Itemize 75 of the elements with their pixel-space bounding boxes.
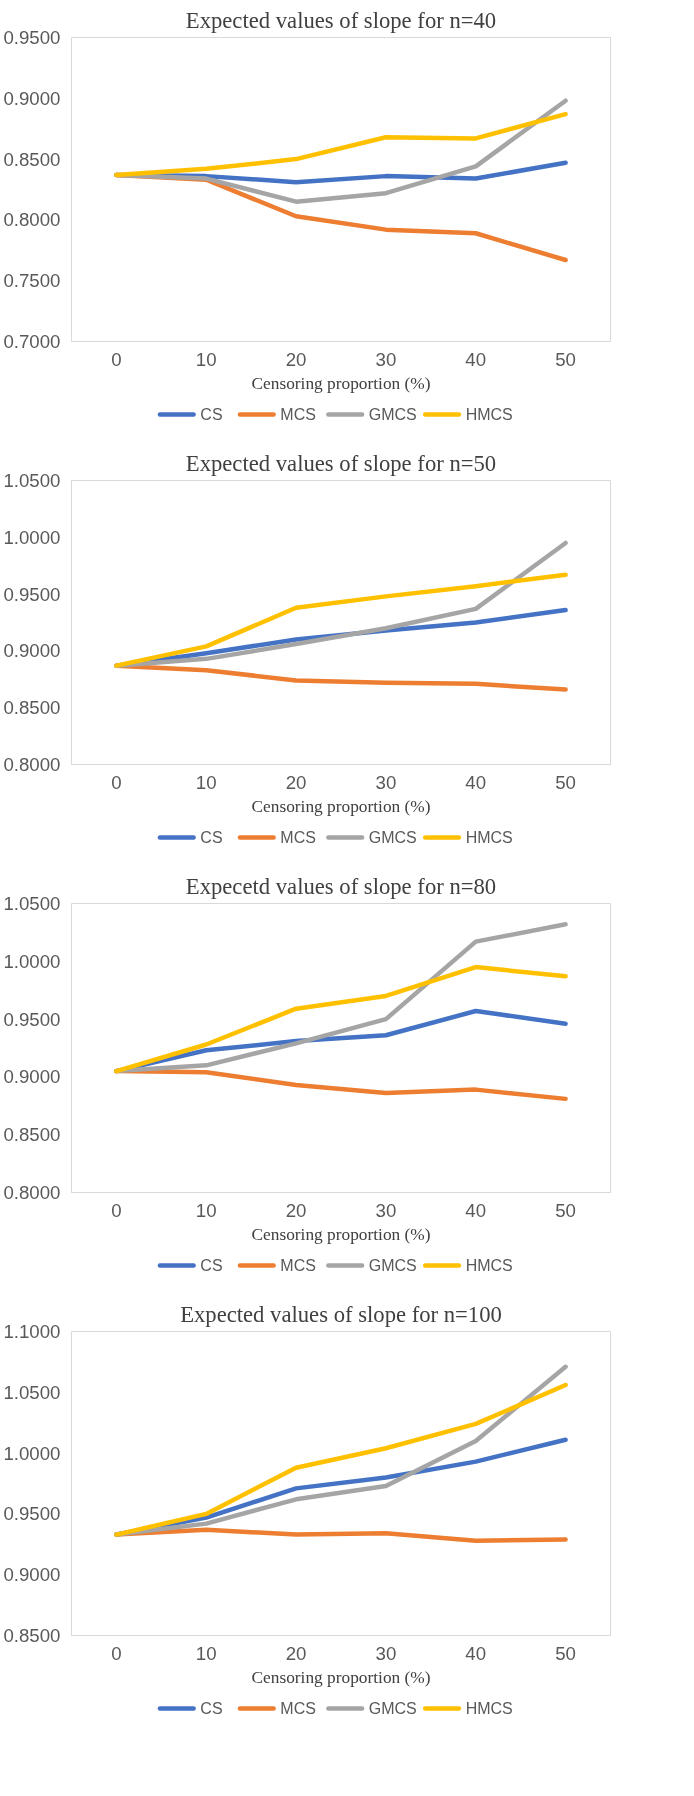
legend-label: HMCS	[465, 406, 513, 423]
x-tick-label: 50	[555, 1199, 576, 1221]
x-tick-label: 40	[465, 1199, 487, 1221]
y-tick-label: 0.9000	[3, 1066, 61, 1088]
y-tick-label: 0.8500	[3, 1124, 61, 1146]
chart-title: Expected values of slope for n=100	[180, 1301, 502, 1327]
y-tick-label: 0.7500	[3, 270, 61, 292]
legend-label: HMCS	[465, 829, 513, 846]
legend-label: MCS	[280, 1257, 316, 1274]
y-tick-label: 0.8000	[3, 209, 61, 231]
x-tick-label: 50	[555, 1642, 576, 1664]
line-series	[114, 964, 568, 1074]
legend-label: MCS	[280, 406, 316, 423]
x-tick-label: 40	[465, 348, 487, 370]
y-tick-label: 1.0000	[3, 1442, 61, 1464]
legend-label: HMCS	[465, 1257, 513, 1274]
chart-title: Expected values of slope for n=40	[185, 7, 497, 33]
legend-label: CS	[200, 406, 223, 423]
legend-label: MCS	[280, 1700, 316, 1717]
x-tick-label: 30	[375, 1199, 397, 1221]
y-tick-label: 0.8500	[3, 148, 61, 170]
x-tick-label: 20	[285, 1199, 307, 1221]
x-axis-title: Censoring proportion (%)	[251, 1667, 431, 1687]
x-tick-label: 40	[465, 1642, 487, 1664]
x-tick-label: 10	[195, 771, 217, 793]
legend-label: MCS	[280, 829, 316, 846]
y-tick-label: 1.0000	[3, 950, 61, 972]
x-tick-label: 0	[111, 1642, 122, 1664]
y-tick-label: 1.1000	[3, 1321, 61, 1342]
chart-title: Expecetd values of slope for n=80	[185, 873, 497, 899]
y-tick-label: 0.9000	[3, 640, 61, 662]
x-tick-label: 20	[285, 771, 307, 793]
chart-title: Expected values of slope for n=50	[185, 450, 497, 476]
y-tick-label: 0.9500	[3, 1503, 61, 1525]
y-tick-label: 0.8000	[3, 1182, 61, 1203]
y-tick-label: 1.0500	[3, 470, 61, 491]
legend-label: GMCS	[368, 406, 417, 423]
x-tick-label: 30	[375, 348, 397, 370]
x-tick-label: 30	[375, 1642, 397, 1664]
legend-label: CS	[200, 1257, 223, 1274]
legend-label: HMCS	[465, 1700, 513, 1717]
x-tick-label: 50	[555, 348, 576, 370]
y-tick-label: 0.9000	[3, 87, 61, 109]
legend-label: CS	[200, 1700, 223, 1717]
y-tick-label: 0.8500	[3, 1625, 61, 1646]
legend-label: GMCS	[368, 1257, 417, 1274]
line-series	[114, 572, 568, 668]
x-axis-title: Censoring proportion (%)	[251, 796, 431, 816]
y-tick-label: 1.0000	[3, 526, 61, 548]
x-tick-label: 10	[195, 1199, 217, 1221]
x-tick-label: 0	[111, 348, 122, 370]
x-tick-label: 20	[285, 1642, 307, 1664]
line-series	[114, 111, 568, 178]
x-tick-label: 30	[375, 771, 397, 793]
x-tick-label: 10	[195, 1642, 217, 1664]
x-tick-label: 0	[111, 1199, 122, 1221]
legend-label: CS	[200, 829, 223, 846]
y-tick-label: 0.9500	[3, 27, 61, 48]
y-tick-label: 0.8500	[3, 697, 61, 719]
legend-label: GMCS	[368, 829, 417, 846]
legend-label: GMCS	[368, 1700, 417, 1717]
y-tick-label: 0.9500	[3, 583, 61, 605]
y-tick-label: 1.0500	[3, 893, 61, 914]
y-tick-label: 0.9000	[3, 1564, 61, 1586]
x-tick-label: 10	[195, 348, 217, 370]
y-tick-label: 1.0500	[3, 1381, 61, 1403]
x-tick-label: 20	[285, 348, 307, 370]
y-tick-label: 0.9500	[3, 1008, 61, 1030]
x-axis-title: Censoring proportion (%)	[251, 1224, 431, 1244]
x-tick-label: 40	[465, 771, 487, 793]
y-tick-label: 0.7000	[3, 331, 61, 352]
x-tick-label: 0	[111, 771, 122, 793]
x-axis-title: Censoring proportion (%)	[251, 373, 431, 393]
x-tick-label: 50	[555, 771, 576, 793]
y-tick-label: 0.8000	[3, 754, 61, 775]
